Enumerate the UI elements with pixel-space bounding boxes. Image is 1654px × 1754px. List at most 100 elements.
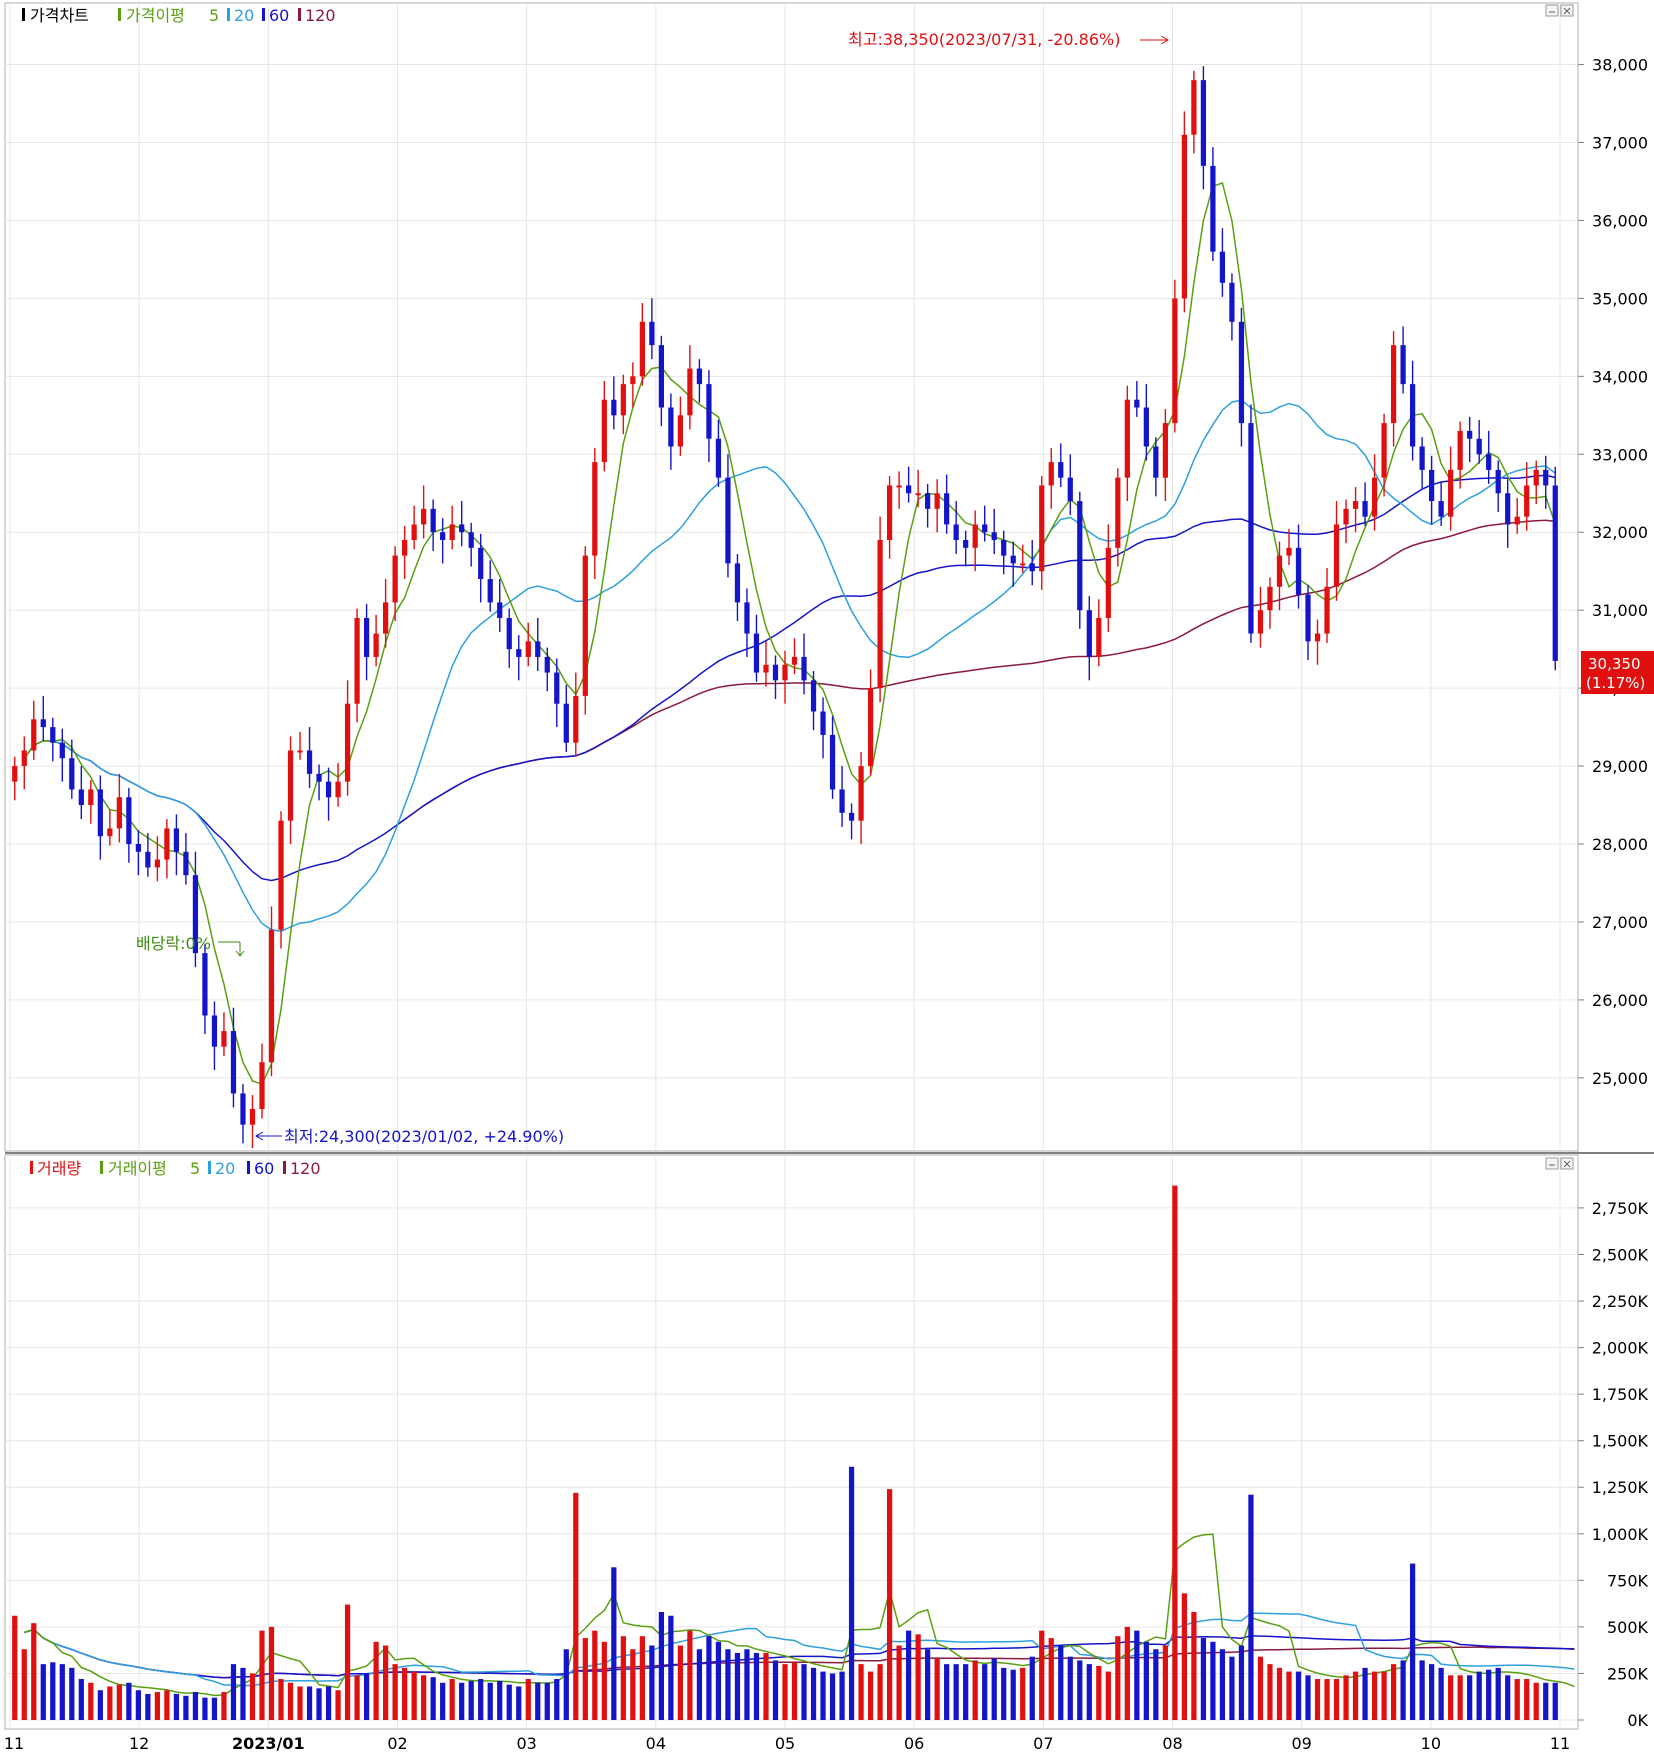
candle-down [430, 508, 436, 533]
x-tick-label: 08 [1162, 1734, 1182, 1753]
x-tick-label: 03 [516, 1734, 536, 1753]
volume-tick-label: 2,250K [1592, 1292, 1649, 1311]
candle-up [1514, 516, 1520, 525]
volume-bar [810, 1667, 817, 1720]
price-panel-close-icon[interactable] [1560, 4, 1574, 17]
candle-down [991, 532, 997, 541]
volume-bar [1419, 1660, 1425, 1720]
volume-ma120-line [24, 1628, 1575, 1679]
candle-down [1305, 594, 1311, 642]
volume-bar [126, 1682, 132, 1720]
volume-bar [468, 1680, 474, 1720]
candle-up [1267, 586, 1273, 611]
volume-bar [449, 1679, 455, 1720]
annotation-high-arrow [1140, 35, 1170, 45]
candle-down [982, 524, 988, 533]
volume-bar [706, 1636, 712, 1720]
volume-bar [1438, 1667, 1444, 1720]
volume-bar [154, 1692, 161, 1720]
volume-bar [734, 1652, 741, 1720]
candle-up [373, 633, 379, 657]
candle-down [316, 773, 322, 782]
candle-down [725, 477, 731, 564]
volume-tick-label: 1,750K [1592, 1385, 1649, 1404]
candle-down [78, 789, 84, 806]
candle-down [1229, 282, 1235, 322]
candle-down [1086, 610, 1092, 657]
volume-bar [268, 1626, 275, 1720]
volume-bar [278, 1679, 284, 1720]
volume-bar [316, 1688, 322, 1720]
volume-bar [791, 1662, 798, 1720]
candle-up [344, 703, 351, 782]
candle-up [877, 540, 883, 689]
volume-tick-label: 250K [1607, 1664, 1649, 1683]
candle-down [829, 734, 836, 790]
annotation-low: 최저:24,300(2023/01/02, +24.90%) [284, 1127, 564, 1146]
price-tick-label: 28,000 [1592, 835, 1648, 854]
volume-bar [1505, 1675, 1511, 1720]
candle-down [1134, 399, 1140, 408]
volume-bar [1381, 1671, 1387, 1720]
volume-bar [620, 1636, 626, 1720]
volume-bar [906, 1630, 912, 1720]
volume-bar [925, 1649, 931, 1720]
volume-bar [116, 1684, 122, 1720]
candle-down [810, 680, 817, 712]
volume-panel-close-icon[interactable] [1560, 1157, 1574, 1170]
price-tick-label: 38,000 [1592, 56, 1648, 75]
volume-bar [50, 1662, 56, 1720]
candle-down [839, 789, 845, 813]
volume-bar [1229, 1656, 1235, 1720]
candle-down [325, 781, 332, 798]
x-tick-label: 11 [1550, 1734, 1570, 1753]
candle-down [1438, 501, 1444, 517]
volume-bar [1210, 1641, 1216, 1720]
volume-bar [1115, 1636, 1121, 1720]
price-tick-label: 29,000 [1592, 757, 1648, 776]
current-change: (1.17%) [1586, 674, 1645, 692]
volume-bar [820, 1671, 826, 1720]
volume-bar [1020, 1667, 1026, 1720]
price-tick-label: 36,000 [1592, 211, 1648, 230]
volume-bar [1476, 1671, 1482, 1720]
candle-up [1105, 547, 1111, 618]
volume-bar [440, 1682, 446, 1720]
candle-down [1467, 430, 1473, 439]
candle-down [1219, 251, 1226, 283]
volume-bar [59, 1664, 65, 1720]
price-panel-border [4, 2, 1579, 1152]
annotation-high: 최고:38,350(2023/07/31, -20.86%) [848, 30, 1120, 49]
candle-down [1486, 454, 1492, 470]
volume-bars [12, 1185, 1558, 1720]
price-tick-label: 25,000 [1592, 1069, 1648, 1088]
candle-up [1096, 617, 1102, 657]
volume-bar [668, 1615, 674, 1720]
volume-panel-minimize-icon[interactable] [1545, 1157, 1559, 1170]
price-ma60-line [23, 474, 1556, 882]
volume-ma60-line [24, 1628, 1575, 1679]
volume-bar [544, 1682, 550, 1720]
volume-axis: 0K 250K 500K 750K 1,000K 1,250K 1,500K 1,750K 2,… [1578, 1199, 1649, 1730]
candle-up [88, 789, 94, 806]
x-tick-label: 06 [904, 1734, 924, 1753]
candle-up [354, 617, 360, 704]
candle-down [1476, 438, 1482, 455]
volume-bar [696, 1649, 703, 1720]
price-tick-label: 37,000 [1592, 134, 1648, 153]
candle-up [249, 1109, 256, 1125]
candle-up [592, 462, 598, 556]
volume-bar [1495, 1667, 1501, 1720]
price-panel-minimize-icon[interactable] [1545, 4, 1559, 17]
price-tick-label: 31,000 [1592, 601, 1648, 620]
volume-tick-label: 500K [1607, 1618, 1649, 1637]
candle-down [97, 789, 103, 837]
candle-down [1067, 477, 1073, 502]
candle-up [915, 493, 921, 496]
volume-bar [772, 1660, 779, 1720]
candle-up [1276, 555, 1283, 587]
candle-up [1124, 399, 1130, 478]
volume-bar [1029, 1656, 1035, 1720]
volume-ma5-line [24, 1533, 1575, 1697]
x-tick-label: 10 [1421, 1734, 1441, 1753]
